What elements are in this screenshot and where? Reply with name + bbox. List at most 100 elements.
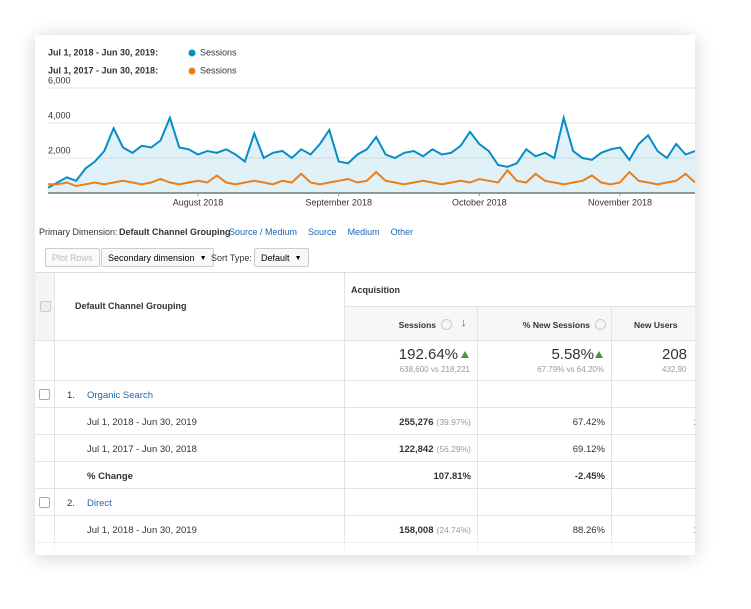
column-header[interactable]: Sessions [398, 320, 436, 330]
header-cell [345, 307, 478, 341]
summary-value: 5.58% [551, 346, 594, 363]
row-cell [345, 543, 478, 555]
series-area [48, 117, 695, 193]
row-value: 107.81% [433, 471, 471, 482]
row-value: 139, [694, 525, 696, 536]
header-cell [55, 273, 345, 341]
row-group-link[interactable]: Organic Search [87, 390, 154, 401]
row-value: 172, [694, 417, 696, 428]
legend-name: Sessions [200, 65, 237, 75]
summary-cell [478, 341, 612, 381]
sort-type-text: Default [261, 253, 290, 263]
row-cell [55, 489, 345, 516]
report-card: Jul 1, 2018 - Jun 30, 2019: Sessions Jul 1… [35, 35, 695, 555]
summary-cell [612, 341, 695, 381]
column-header[interactable]: % New Sessions [522, 320, 590, 330]
x-tick-label: October 2018 [452, 197, 507, 207]
row-index: 1. [67, 390, 75, 401]
summary-detail: 67.79% vs 64.20% [537, 365, 604, 374]
row-cell [478, 543, 612, 555]
header-checkbox[interactable] [40, 301, 51, 312]
row-cell [55, 543, 345, 555]
row-share: (56.29%) [436, 444, 472, 454]
row-cell [478, 435, 612, 462]
summary-cell [55, 341, 345, 381]
row-cell [612, 408, 695, 435]
row-value-cell: 69.12% [573, 444, 605, 455]
row-value-cell: 139, [652, 525, 696, 536]
row-cell [55, 435, 345, 462]
summary-cell [345, 341, 478, 381]
legend-dot [188, 67, 196, 75]
sort-type-label: Sort Type: [211, 253, 252, 263]
row-cell [345, 435, 478, 462]
plot-rows-button[interactable]: Plot Rows [45, 248, 100, 267]
y-tick-label: 2,000 [48, 145, 71, 155]
row-checkbox[interactable] [39, 497, 50, 508]
row-group-link[interactable]: Direct [87, 498, 112, 509]
row-value: 88.26% [572, 525, 605, 536]
dimension-selected[interactable]: Default Channel Grouping [119, 227, 231, 237]
group-header: Acquisition [351, 285, 400, 295]
row-value: 255,276 [399, 417, 434, 428]
row-value-cell: -2.45% [575, 471, 605, 482]
row-value-cell: 107.81% [433, 471, 471, 482]
row-value-cell: 67.42% [573, 417, 605, 428]
secondary-dimension-text: Secondary dimension [108, 253, 195, 263]
sort-type-button[interactable]: Default ▼ [254, 248, 309, 267]
row-label: Jul 1, 2018 - Jun 30, 2019 [87, 525, 197, 536]
summary-cell [35, 341, 55, 381]
sort-arrow[interactable]: ↓ [461, 317, 467, 329]
row-value-cell: 122,842 (56.29%) [399, 444, 471, 455]
row-cell [612, 381, 695, 408]
row-cell [35, 381, 55, 408]
dimension-option[interactable]: Other [390, 227, 414, 237]
summary-detail: 638,600 vs 218,221 [399, 365, 470, 374]
row-cell [55, 408, 345, 435]
row-cell [345, 408, 478, 435]
row-index: 2. [67, 498, 75, 509]
row-cell [35, 408, 55, 435]
row-value-cell: 84, [652, 444, 695, 455]
dimension-option[interactable]: Source [308, 227, 337, 237]
dimension-option[interactable]: Source / Medium [229, 227, 298, 237]
dimension-option[interactable]: Medium [347, 227, 380, 237]
row-value-cell: 255,276 (39.97%) [399, 417, 471, 428]
row-cell [478, 408, 612, 435]
dimension-header: Default Channel Grouping [75, 301, 187, 311]
row-label: Jul 1, 2017 - Jun 30, 2018 [87, 444, 197, 455]
row-cell [612, 543, 695, 555]
row-value-cell: 158,008 (24.74%) [399, 525, 471, 536]
chart: Jul 1, 2018 - Jun 30, 2019: Sessions Jul 1… [47, 47, 695, 207]
legend-period: Jul 1, 2017 - Jun 30, 2018: [48, 65, 158, 75]
secondary-dimension-button[interactable]: Secondary dimension ▼ [101, 248, 214, 267]
row-cell [55, 462, 345, 489]
header-cell [478, 307, 612, 341]
table: Default Channel Grouping Acquisition Sessi… [35, 272, 695, 555]
series-line [48, 168, 695, 188]
row-cell [478, 381, 612, 408]
row-cell [55, 381, 345, 408]
row-share: (39.97%) [436, 417, 472, 427]
row-share: (24.74%) [436, 525, 472, 535]
row-label: Jul 1, 2017 - Jun 30, 2018 [87, 552, 197, 555]
up-arrow [461, 351, 469, 358]
row-value-cell: 88.26% [573, 525, 605, 536]
column-header[interactable]: New Users [634, 320, 678, 330]
row-cell [345, 489, 478, 516]
row-cell [345, 381, 478, 408]
row-cell [612, 435, 695, 462]
row-cell [345, 462, 478, 489]
legend-name: Sessions [200, 47, 237, 57]
help-icon [441, 319, 452, 330]
help-icon [595, 319, 606, 330]
row-value: 69.12% [572, 444, 605, 455]
x-tick-label: September 2018 [305, 197, 372, 207]
row-value: 67.42% [572, 417, 605, 428]
row-value-cell: 172, [652, 417, 696, 428]
row-cell [35, 516, 55, 543]
row-checkbox[interactable] [39, 389, 50, 400]
row-cell [478, 462, 612, 489]
row-cell [35, 462, 55, 489]
